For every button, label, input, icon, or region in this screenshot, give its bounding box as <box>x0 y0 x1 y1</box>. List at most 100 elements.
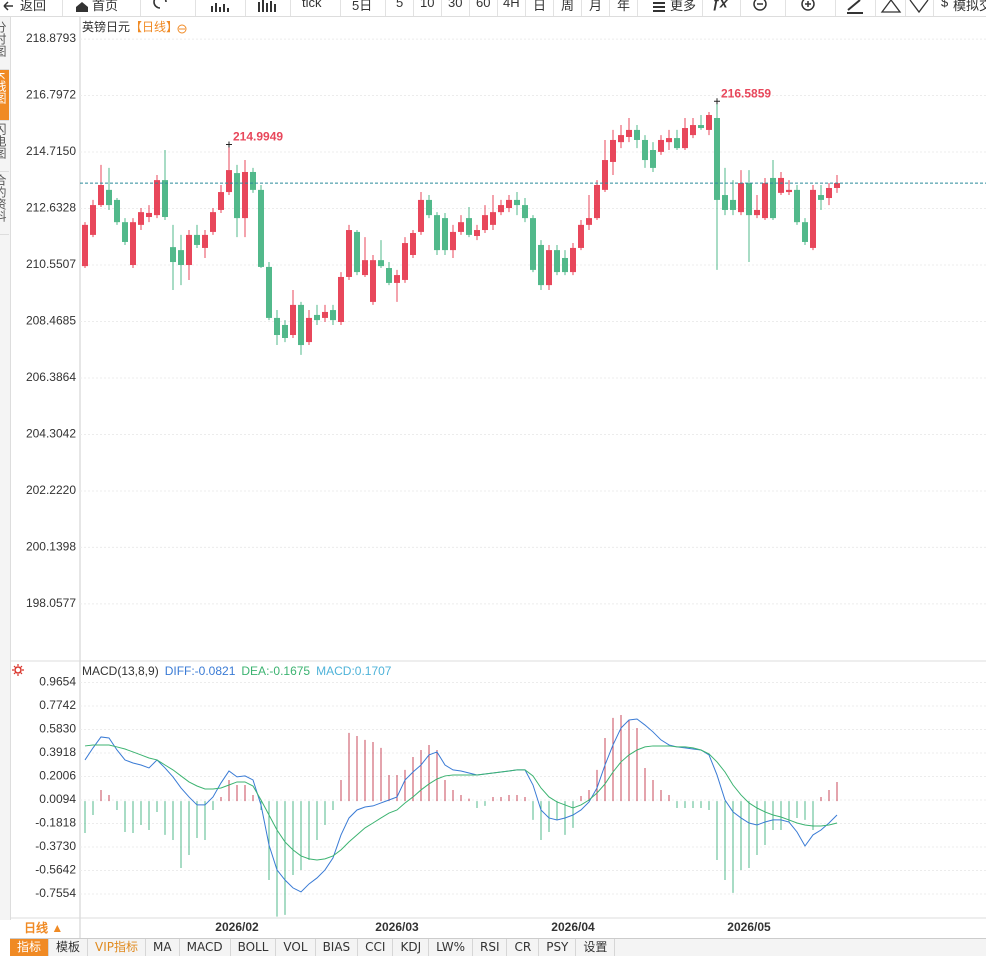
tab[interactable]: VOL <box>276 939 316 956</box>
candle-body <box>490 212 496 225</box>
candle-body <box>210 212 216 232</box>
y-tick-label: 0.2006 <box>39 769 76 783</box>
candle-body <box>506 199 512 209</box>
tab[interactable]: VIP指标 <box>88 939 147 956</box>
candle-body <box>722 195 728 210</box>
tab[interactable]: BOLL <box>231 939 277 956</box>
candle-body <box>298 304 304 346</box>
candle-body <box>314 314 320 321</box>
macd-line <box>84 718 838 893</box>
side-tab[interactable]: 分时图 <box>0 19 9 70</box>
tab[interactable]: MACD <box>180 939 231 956</box>
candle-body <box>418 199 424 232</box>
settings-icon[interactable] <box>12 664 24 676</box>
toolbar-button[interactable]: 60 <box>476 0 491 10</box>
side-tabs: 分时图 K线图 闪电图 合约资料 <box>0 17 11 920</box>
candle-body <box>450 231 456 251</box>
toolbar-button[interactable]: 月 <box>589 0 603 13</box>
candle-body <box>690 125 696 136</box>
candle-body <box>570 247 576 273</box>
y-tick-label: 200.1398 <box>26 540 76 554</box>
tab[interactable]: LW% <box>429 939 473 956</box>
candle-body <box>706 115 712 130</box>
period-label[interactable]: 日线 ▲ <box>24 920 63 935</box>
tab[interactable]: 指标 <box>10 939 50 956</box>
macd-legend: MACD(13,8,9) DIFF:-0.0821 DEA:-0.1675 MACD:… <box>82 664 392 678</box>
y-tick-label: 212.6328 <box>26 201 76 215</box>
candle-body <box>498 205 504 213</box>
side-tab[interactable]: K线图 <box>0 70 9 121</box>
candle-body <box>834 183 840 188</box>
toolbar-button[interactable]: 返回 <box>20 0 47 13</box>
candle-body <box>346 230 352 277</box>
candle-body <box>530 218 536 270</box>
toolbar-button[interactable]: 周 <box>561 0 575 13</box>
candle-body <box>818 195 824 200</box>
tab[interactable]: RSI <box>473 939 508 956</box>
candle-body <box>458 222 464 232</box>
candle-body <box>170 247 176 263</box>
candle-body <box>370 260 376 302</box>
toolbar-button[interactable]: 模拟交 <box>953 0 986 13</box>
title-icon[interactable] <box>177 24 187 34</box>
candle-body <box>122 222 128 242</box>
candle-body <box>282 324 288 338</box>
side-tab[interactable]: 闪电图 <box>0 121 9 172</box>
toolbar-button[interactable]: 5日 <box>352 0 373 13</box>
tab[interactable]: 设置 <box>576 939 616 956</box>
candle-body <box>154 180 160 216</box>
candle-body <box>194 234 200 245</box>
toolbar-button[interactable]: 日 <box>533 0 547 13</box>
candle-body <box>634 129 640 140</box>
x-tick-label: 2026/04 <box>551 920 595 934</box>
candle-body <box>266 266 272 318</box>
chart-period: 【日线】 <box>130 20 178 34</box>
candle-body <box>538 244 544 286</box>
candle-body <box>106 189 112 206</box>
tab[interactable]: CR <box>507 939 540 956</box>
candle-body <box>626 129 632 137</box>
toolbar-button[interactable]: 年 <box>617 0 631 13</box>
tab[interactable]: MA <box>146 939 180 956</box>
svg-text:ƒx: ƒx <box>712 0 729 11</box>
candle-body <box>178 250 184 266</box>
candle-body <box>482 215 488 231</box>
tab[interactable]: CCI <box>358 939 394 956</box>
toolbar-button[interactable]: 首页 <box>92 0 119 13</box>
y-tick-label: -0.1818 <box>35 816 76 830</box>
x-tick-label: 2026/02 <box>215 920 259 934</box>
tab[interactable]: PSY <box>539 939 577 956</box>
candle-body <box>186 234 192 266</box>
candle-body <box>754 209 760 216</box>
candle-body <box>114 199 120 223</box>
tab[interactable]: 模板 <box>49 939 89 956</box>
tab[interactable]: KDJ <box>393 939 430 956</box>
toolbar-button[interactable]: 30 <box>448 0 463 10</box>
toolbar: ƒx $ 返回 首页 tick 5日 5 10 30 60 4H 日 周 月 年… <box>0 0 986 17</box>
candle-body <box>322 311 328 318</box>
y-tick-label: 218.8793 <box>26 31 76 45</box>
toolbar-button[interactable]: 10 <box>420 0 435 10</box>
candle-body <box>650 150 656 168</box>
y-tick-label: 198.0577 <box>26 596 76 610</box>
tab[interactable]: BIAS <box>316 939 359 956</box>
side-tab[interactable]: 合约资料 <box>0 172 9 235</box>
candle-body <box>250 171 256 190</box>
candle-body <box>202 234 208 248</box>
candle-body <box>474 230 480 237</box>
macd-readout: MACD:0.1707 <box>316 664 392 678</box>
candle-body <box>162 180 168 218</box>
candle-body <box>770 177 776 219</box>
candle-body <box>242 171 248 219</box>
toolbar-button[interactable]: tick <box>302 0 322 10</box>
toolbar-button[interactable]: 更多 <box>670 0 697 13</box>
macd-line <box>84 744 838 861</box>
candle-body <box>466 218 472 235</box>
toolbar-button[interactable]: 4H <box>503 0 520 10</box>
candle-body <box>98 185 104 206</box>
toolbar-button[interactable]: 5 <box>396 0 404 10</box>
candle-body <box>234 173 240 219</box>
candle-body <box>218 192 224 210</box>
candle-body <box>226 170 232 193</box>
